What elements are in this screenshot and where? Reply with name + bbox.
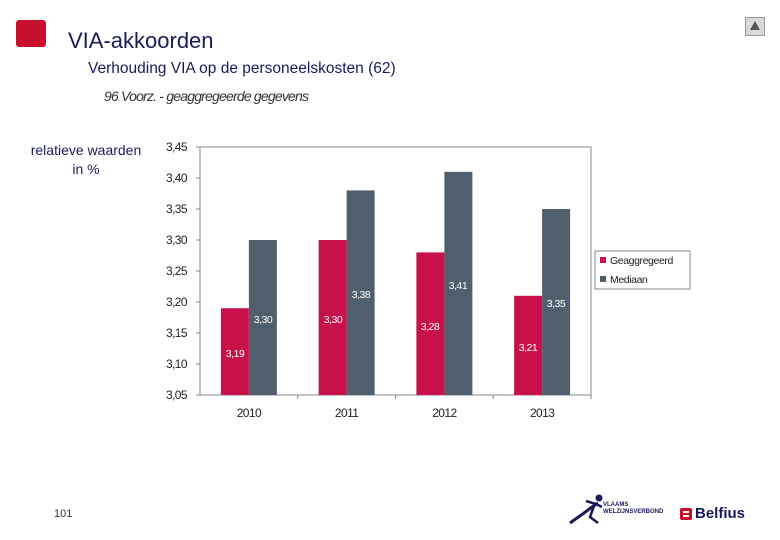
legend xyxy=(594,250,691,290)
bar-mediaan xyxy=(346,190,375,395)
y-axis-note: relatieve waarden in % xyxy=(30,142,142,177)
data-label: 3,35 xyxy=(547,298,566,310)
bar-geaggregeerd xyxy=(416,252,445,395)
data-label: 3,41 xyxy=(449,280,468,292)
brand-square-logo xyxy=(16,20,46,47)
chart-subtitle: 96 Voorz. - geaggregeerde gegevens xyxy=(104,88,309,104)
vlaams-welzijnsverbond-logo xyxy=(569,494,603,525)
legend-swatch xyxy=(600,276,606,282)
data-label: 3,38 xyxy=(352,289,371,301)
x-tick-label: 2013 xyxy=(530,406,555,420)
x-tick-label: 2010 xyxy=(237,406,262,420)
bar-mediaan xyxy=(248,240,277,395)
y-tick-label: 3,15 xyxy=(166,326,188,340)
page-subtitle: Verhouding VIA op de personeelskosten (6… xyxy=(88,60,396,77)
legend-swatch xyxy=(600,257,606,263)
y-tick-label: 3,20 xyxy=(166,295,188,309)
y-tick-label: 3,45 xyxy=(166,140,188,154)
legend-label: Geaggregeerd xyxy=(610,255,673,267)
data-label: 3,21 xyxy=(519,342,538,354)
data-label: 3,28 xyxy=(421,321,440,333)
y-tick-label: 3,05 xyxy=(166,388,188,402)
belfius-logo-text: Belfius xyxy=(695,505,746,522)
bar-mediaan xyxy=(542,209,571,395)
y-tick-label: 3,30 xyxy=(166,233,188,247)
page-title: VIA-akkoorden xyxy=(68,28,214,53)
y-tick-label: 3,25 xyxy=(166,264,188,278)
y-tick-label: 3,35 xyxy=(166,202,188,216)
scroll-up-button[interactable] xyxy=(745,17,765,36)
vlaams-logo-text: VLAAMS WELZIJNSVERBOND xyxy=(603,502,664,515)
x-tick-label: 2011 xyxy=(335,406,359,420)
bar-geaggregeerd xyxy=(220,308,249,395)
belfius-icon xyxy=(680,508,692,520)
data-label: 3,30 xyxy=(254,314,273,326)
page-number: 101 xyxy=(54,508,73,520)
bar-geaggregeerd xyxy=(514,295,543,395)
y-tick-label: 3,10 xyxy=(166,357,188,371)
legend-label: Mediaan xyxy=(610,274,648,286)
y-tick-label: 3,40 xyxy=(166,171,188,185)
bar-geaggregeerd xyxy=(318,240,347,395)
x-tick-label: 2012 xyxy=(432,406,457,420)
data-label: 3,30 xyxy=(324,314,343,326)
bar-mediaan xyxy=(444,171,473,395)
data-label: 3,19 xyxy=(226,348,245,360)
